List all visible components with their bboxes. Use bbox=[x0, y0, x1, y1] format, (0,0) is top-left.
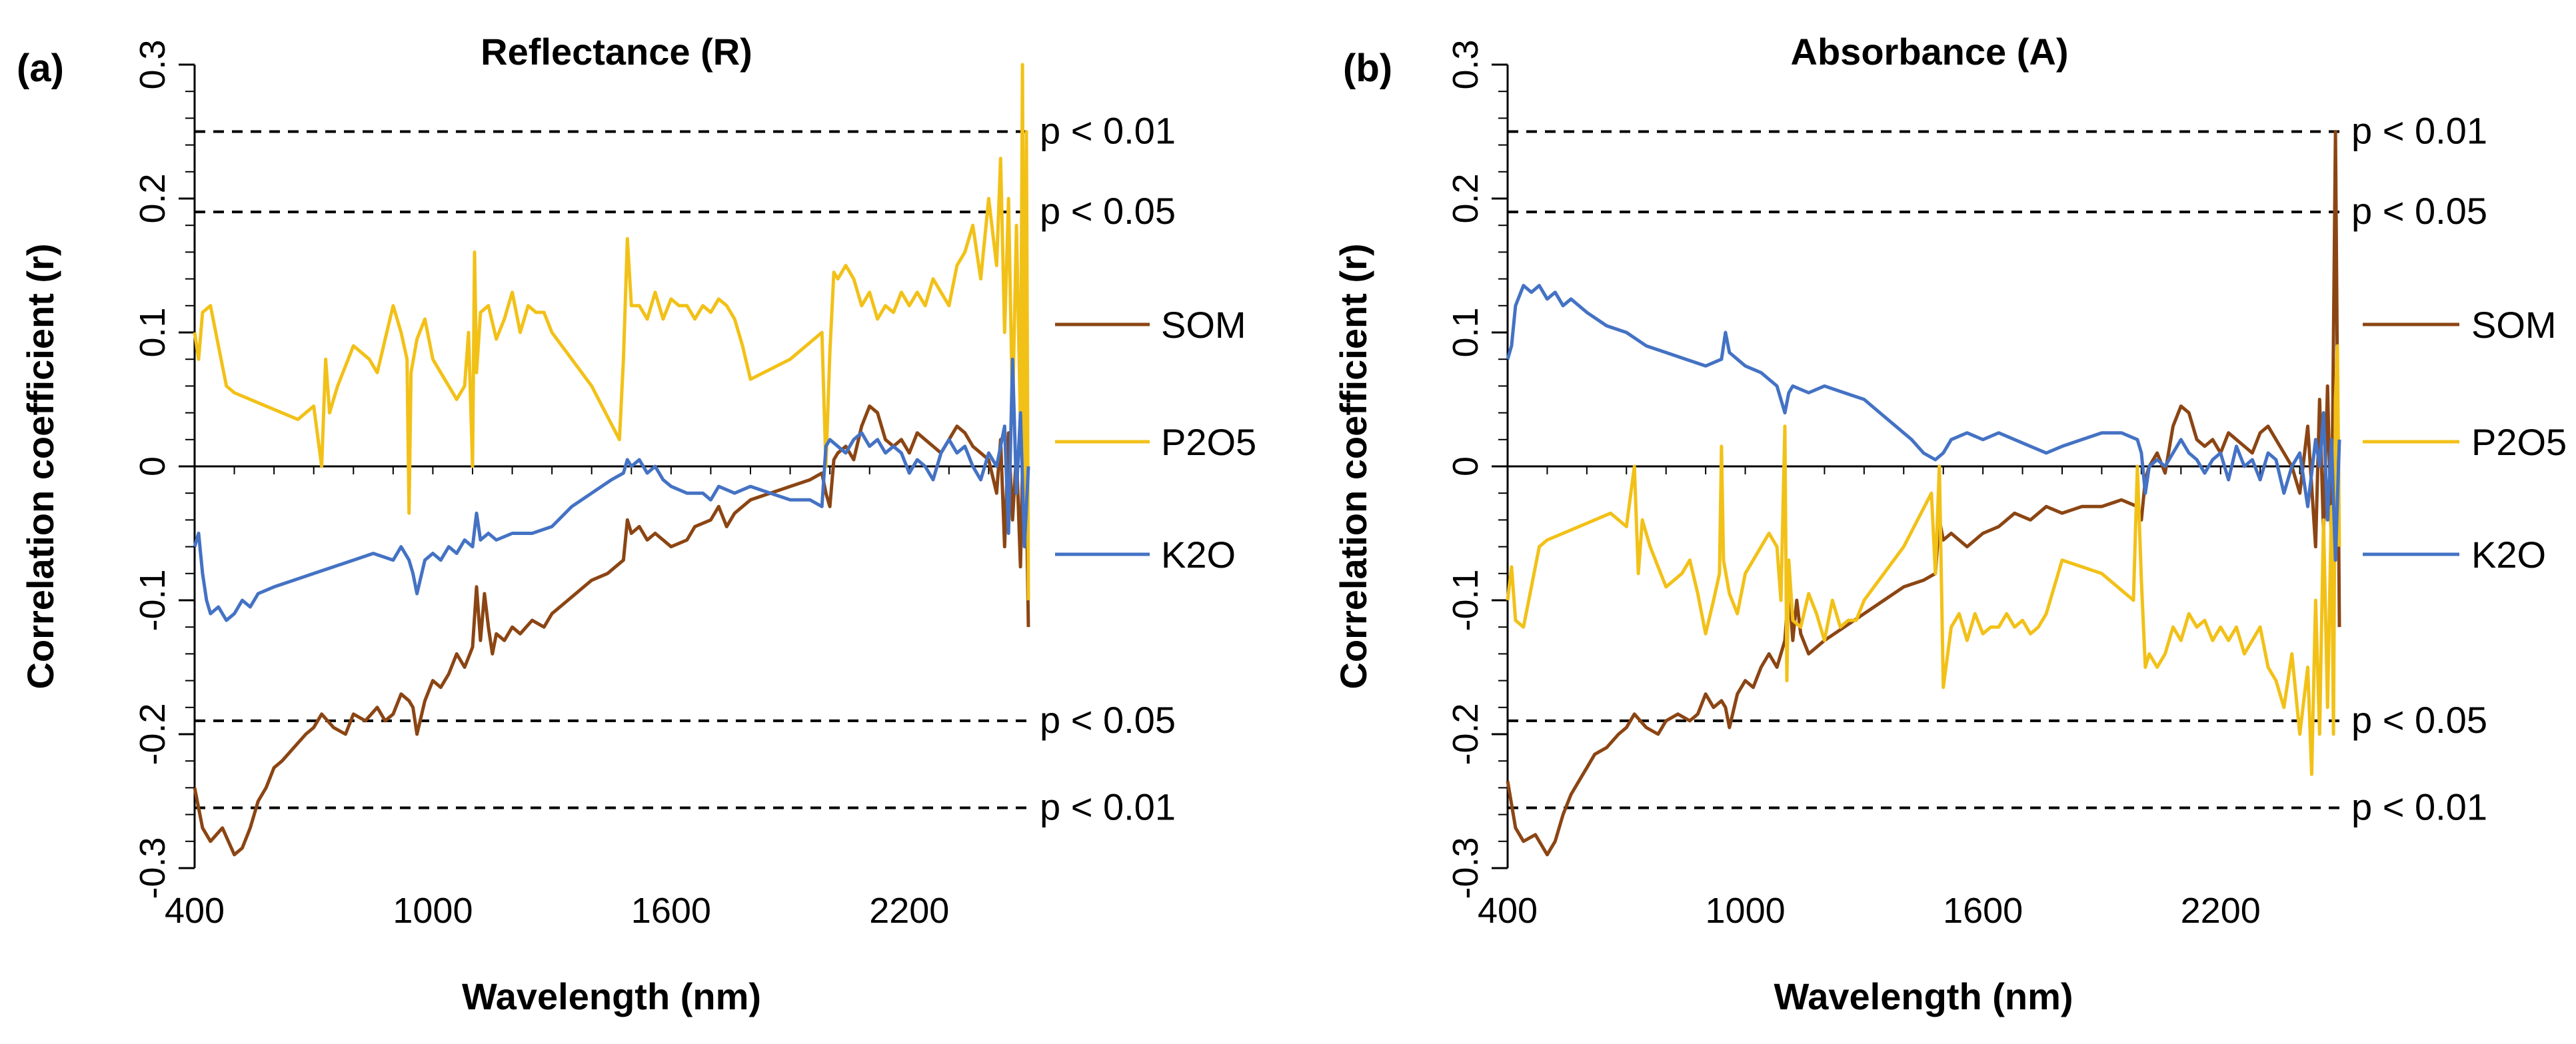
significance-label: p < 0.01 bbox=[2351, 786, 2487, 828]
chart-title: Reflectance (R) bbox=[481, 31, 752, 73]
significance-label: p < 0.05 bbox=[2351, 190, 2487, 232]
panel-label: (a) bbox=[17, 47, 64, 90]
y-tick-label: 0.3 bbox=[1446, 39, 1486, 89]
x-axis-label: Wavelength (nm) bbox=[1774, 975, 2073, 1017]
chart-title: Absorbance (A) bbox=[1791, 31, 2069, 73]
y-tick-label: 0 bbox=[133, 456, 173, 476]
x-tick-label: 400 bbox=[1478, 891, 1538, 931]
legend-label-som: SOM bbox=[2471, 304, 2557, 346]
series-line-k2o bbox=[1506, 284, 2341, 562]
legend-label-som: SOM bbox=[1161, 304, 1246, 346]
x-tick-label: 1600 bbox=[1943, 891, 2023, 931]
x-tick-label: 1600 bbox=[631, 891, 711, 931]
legend-label-p2o5: P2O5 bbox=[1161, 421, 1256, 463]
series-line-k2o bbox=[193, 357, 1030, 622]
series-line-p2o5 bbox=[193, 63, 1030, 601]
y-axis-label: Correlation coefficient (r) bbox=[1332, 244, 1374, 690]
y-tick-label: 0.2 bbox=[133, 173, 173, 223]
x-tick-label: 2200 bbox=[2181, 891, 2261, 931]
significance-label: p < 0.05 bbox=[1040, 699, 1176, 741]
y-tick-label: 0.1 bbox=[133, 307, 173, 357]
series-line-p2o5 bbox=[1506, 344, 2341, 776]
y-tick-label: -0.3 bbox=[133, 837, 173, 899]
y-tick-label: -0.1 bbox=[1446, 569, 1486, 631]
significance-label: p < 0.05 bbox=[2351, 699, 2487, 741]
y-tick-label: 0.1 bbox=[1446, 307, 1486, 357]
significance-label: p < 0.05 bbox=[1040, 190, 1176, 232]
y-tick-label: 0.2 bbox=[1446, 173, 1486, 223]
panel-a: (a) Reflectance (R) -0.3 -0.2 -0.1 0 0.1 0.2 0.3… bbox=[17, 31, 1256, 1017]
significance-label: p < 0.01 bbox=[1040, 786, 1176, 828]
y-tick-label: -0.2 bbox=[1446, 703, 1486, 765]
panel-label: (b) bbox=[1343, 47, 1392, 90]
y-tick-label: -0.2 bbox=[133, 703, 173, 765]
y-tick-label: 0 bbox=[1446, 456, 1486, 476]
y-tick-label: -0.3 bbox=[1446, 837, 1486, 899]
panel-b: (b) Absorbance (A) -0.3 -0.2 -0.1 0 0.1 0.2 0.3 C… bbox=[1332, 31, 2567, 1017]
y-tick-label: 0.3 bbox=[133, 39, 173, 89]
significance-label: p < 0.01 bbox=[2351, 110, 2487, 152]
x-axis-label: Wavelength (nm) bbox=[462, 975, 761, 1017]
y-tick-label: -0.1 bbox=[133, 569, 173, 631]
x-tick-label: 2200 bbox=[869, 891, 949, 931]
significance-label: p < 0.01 bbox=[1040, 110, 1176, 152]
legend-label-p2o5: P2O5 bbox=[2471, 421, 2567, 463]
y-axis-label: Correlation coefficient (r) bbox=[19, 244, 61, 690]
series-line-som bbox=[193, 370, 1030, 857]
x-tick-label: 1000 bbox=[393, 891, 473, 931]
legend-label-k2o: K2O bbox=[2471, 534, 2546, 576]
x-tick-label: 1000 bbox=[1706, 891, 1786, 931]
legend-label-k2o: K2O bbox=[1161, 534, 1236, 576]
x-tick-label: 400 bbox=[165, 891, 225, 931]
